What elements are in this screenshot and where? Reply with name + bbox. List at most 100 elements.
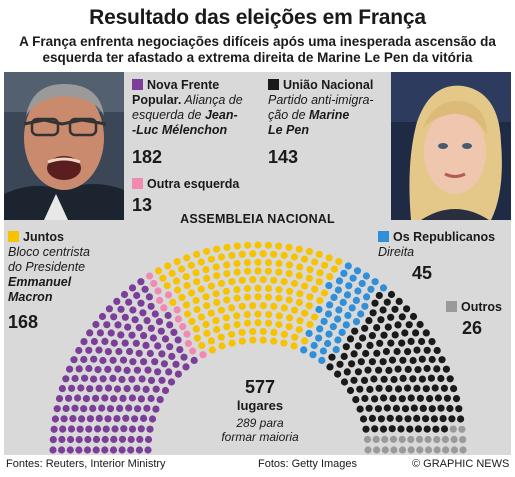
seat-juntos bbox=[228, 304, 236, 312]
group-nfp: Nova Frente Popular. Aliança de esquerda… bbox=[132, 78, 264, 168]
seat-juntos bbox=[228, 251, 236, 259]
seat-juntos bbox=[285, 296, 293, 304]
seat-republicanos bbox=[315, 334, 323, 342]
seat-juntos bbox=[315, 250, 323, 258]
seat-nfp bbox=[109, 446, 118, 454]
seat-juntos bbox=[285, 323, 293, 331]
seat-nfp bbox=[124, 323, 132, 331]
seat-nfp bbox=[49, 436, 57, 444]
seat-un bbox=[414, 366, 422, 374]
seat-un bbox=[423, 425, 431, 433]
seat-juntos bbox=[259, 276, 267, 284]
seat-nfp bbox=[58, 435, 66, 444]
seat-un bbox=[404, 415, 412, 423]
seat-republicanos bbox=[334, 336, 342, 344]
seat-nfp bbox=[125, 298, 133, 306]
group-outra-esquerda: Outra esquerda 13 bbox=[132, 177, 282, 216]
seat-nfp bbox=[49, 446, 57, 454]
seat-un bbox=[403, 305, 411, 313]
juntos-swatch bbox=[8, 231, 19, 242]
seat-juntos bbox=[197, 258, 205, 266]
seat-un bbox=[362, 425, 370, 433]
nfp-seats: 182 bbox=[132, 147, 163, 167]
seat-un bbox=[403, 384, 412, 392]
seat-outra-esquerda bbox=[160, 304, 168, 312]
seat-juntos bbox=[285, 261, 293, 269]
seat-un bbox=[340, 352, 348, 360]
seat-nfp bbox=[145, 293, 153, 301]
seat-juntos bbox=[172, 277, 181, 285]
seat-un bbox=[380, 394, 388, 402]
seat-un bbox=[450, 385, 458, 393]
seat-republicanos bbox=[363, 293, 371, 301]
seat-nfp bbox=[135, 324, 143, 332]
footer-credit: © GRAPHIC NEWS bbox=[412, 458, 510, 470]
seat-outros bbox=[458, 425, 466, 433]
seat-nfp bbox=[137, 395, 145, 403]
seat-juntos bbox=[301, 309, 309, 317]
seat-republicanos bbox=[354, 287, 362, 295]
seat-juntos bbox=[233, 268, 241, 276]
seat-un bbox=[366, 341, 374, 349]
seat-nfp bbox=[95, 346, 103, 354]
un-name: União Nacional bbox=[283, 78, 374, 92]
nfp-leader-1: Jean- bbox=[204, 108, 238, 122]
seat-juntos bbox=[182, 273, 190, 281]
seat-nfp bbox=[123, 366, 131, 374]
seat-un bbox=[391, 331, 399, 339]
seat-juntos bbox=[270, 337, 278, 345]
seat-un bbox=[430, 415, 438, 423]
seat-un bbox=[398, 313, 406, 321]
seat-un bbox=[397, 425, 405, 433]
seat-nfp bbox=[147, 376, 156, 384]
seat-un bbox=[386, 414, 394, 422]
seat-juntos bbox=[183, 254, 191, 262]
seat-nfp bbox=[68, 384, 76, 392]
seat-juntos bbox=[169, 298, 177, 306]
seat-juntos bbox=[296, 317, 304, 325]
seat-juntos bbox=[197, 285, 205, 293]
page-title: Resultado das eleições em França bbox=[89, 6, 426, 29]
seat-un bbox=[422, 385, 430, 393]
seat-un bbox=[354, 342, 362, 350]
seat-un bbox=[412, 329, 420, 337]
seat-outros bbox=[398, 446, 407, 454]
seat-nfp bbox=[134, 405, 142, 413]
seat-nfp bbox=[75, 346, 83, 355]
seat-nfp bbox=[67, 435, 75, 444]
seat-republicanos bbox=[325, 282, 333, 290]
seat-un bbox=[384, 323, 392, 331]
seat-juntos bbox=[193, 334, 201, 342]
seat-juntos bbox=[203, 302, 211, 310]
seat-nfp bbox=[99, 356, 107, 365]
seat-juntos bbox=[259, 327, 267, 336]
seat-un bbox=[416, 394, 424, 402]
seat-nfp bbox=[137, 278, 145, 286]
lr-seats: 45 bbox=[412, 263, 433, 283]
seat-outros bbox=[433, 436, 441, 444]
seat-juntos bbox=[254, 293, 262, 301]
seat-nfp bbox=[110, 339, 118, 347]
seat-nfp bbox=[53, 405, 61, 413]
majority-line-2: formar maioria bbox=[221, 430, 299, 444]
seat-un bbox=[414, 425, 422, 433]
nfp-name-1: Nova Frente bbox=[147, 78, 220, 92]
seat-nfp bbox=[92, 435, 101, 443]
seat-nfp bbox=[89, 404, 97, 412]
seat-nfp bbox=[182, 363, 190, 371]
seat-un bbox=[428, 405, 436, 413]
footer-sources: Fontes: Reuters, Interior Ministry bbox=[6, 458, 166, 470]
seat-republicanos bbox=[371, 278, 379, 286]
seat-juntos bbox=[305, 274, 313, 282]
seat-un bbox=[457, 415, 465, 423]
seat-republicanos bbox=[342, 321, 350, 329]
majority-line-1: 289 para bbox=[236, 416, 284, 430]
seat-un bbox=[416, 320, 424, 329]
seat-juntos bbox=[275, 320, 283, 329]
seat-nfp bbox=[128, 394, 136, 402]
seat-nfp bbox=[96, 329, 104, 337]
seat-juntos bbox=[249, 327, 257, 336]
footer-photos: Fotos: Getty Images bbox=[258, 458, 358, 470]
seat-nfp bbox=[67, 425, 76, 433]
